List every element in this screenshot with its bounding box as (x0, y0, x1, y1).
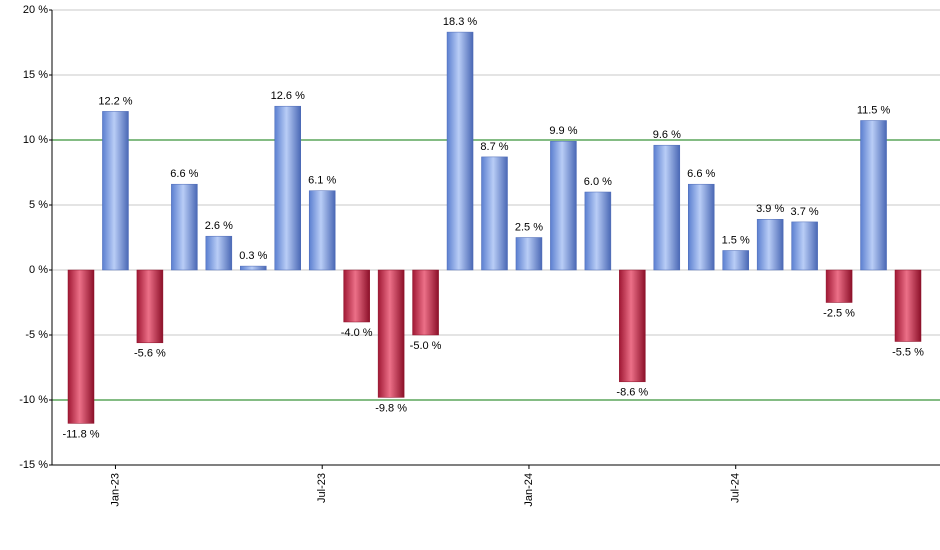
bar (136, 269, 164, 344)
value-label: 11.5 % (857, 104, 891, 116)
y-tick-label: 15 % (23, 69, 48, 81)
value-label: 12.2 % (98, 95, 132, 107)
value-label: 12.6 % (271, 90, 305, 102)
value-label: -4.0 % (341, 327, 373, 339)
x-tick-label: Jul-24 (730, 473, 742, 503)
bar (688, 183, 715, 271)
bar (756, 219, 784, 271)
bar (653, 144, 681, 271)
bar (515, 237, 543, 271)
value-label: -2.5 % (823, 307, 855, 319)
bar (377, 269, 405, 398)
bar (67, 269, 95, 424)
value-label: 1.5 % (722, 234, 750, 246)
bar (722, 250, 749, 271)
bar (274, 105, 301, 271)
bar (481, 156, 508, 271)
bar (446, 31, 474, 271)
value-label: -9.8 % (375, 402, 407, 414)
value-label: 9.6 % (653, 129, 681, 141)
bar (343, 269, 370, 323)
value-label: 2.6 % (205, 220, 233, 232)
value-label: 2.5 % (515, 221, 543, 233)
value-label: 3.7 % (791, 206, 819, 218)
value-label: 6.6 % (170, 168, 198, 180)
value-label: -5.0 % (410, 340, 442, 352)
y-tick-label: 20 % (23, 4, 48, 16)
value-label: -8.6 % (616, 387, 648, 399)
bar (171, 183, 198, 271)
bar (205, 235, 233, 271)
value-label: 9.9 % (549, 125, 577, 137)
value-label: -11.8 % (62, 428, 99, 440)
x-tick-label: Jan-24 (523, 473, 535, 507)
x-tick-label: Jul-23 (316, 473, 328, 503)
value-label: 6.6 % (687, 168, 715, 180)
bar (102, 111, 129, 271)
bar (412, 269, 439, 336)
value-label: 18.3 % (443, 16, 477, 28)
y-tick-label: 5 % (29, 199, 48, 211)
bar (791, 221, 818, 271)
value-label: -5.6 % (134, 348, 166, 360)
y-tick-label: -15 % (19, 459, 48, 471)
x-tick-label: Jan-23 (109, 473, 121, 507)
value-label: 6.1 % (308, 175, 336, 187)
value-label: 3.9 % (756, 203, 784, 215)
value-label: 6.0 % (584, 176, 612, 188)
y-tick-label: 10 % (23, 134, 48, 146)
bar (894, 269, 922, 342)
bar (240, 265, 267, 271)
bar (619, 269, 646, 383)
y-tick-label: -10 % (19, 394, 48, 406)
bar (825, 269, 853, 303)
bar (550, 141, 577, 271)
bar (860, 120, 887, 271)
value-label: -5.5 % (892, 346, 924, 358)
y-tick-label: -5 % (25, 329, 48, 341)
bar (308, 190, 336, 271)
value-label: 8.7 % (480, 141, 508, 153)
y-tick-label: 0 % (29, 264, 48, 276)
bar (584, 191, 612, 271)
value-label: 0.3 % (239, 250, 267, 262)
